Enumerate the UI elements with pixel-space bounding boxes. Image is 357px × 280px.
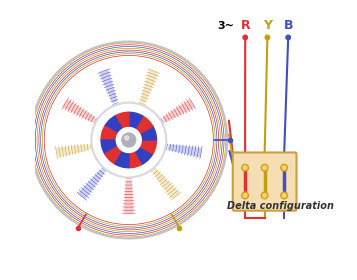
Circle shape	[100, 111, 158, 169]
Wedge shape	[57, 145, 89, 157]
Circle shape	[243, 166, 247, 170]
Wedge shape	[129, 140, 153, 164]
Text: R: R	[241, 19, 251, 32]
Wedge shape	[115, 112, 129, 140]
Circle shape	[282, 193, 286, 197]
Circle shape	[261, 164, 268, 171]
Wedge shape	[100, 71, 117, 102]
Circle shape	[91, 102, 166, 178]
Circle shape	[281, 192, 287, 199]
Wedge shape	[101, 126, 129, 140]
Wedge shape	[129, 126, 156, 140]
Circle shape	[265, 35, 270, 40]
Wedge shape	[125, 181, 133, 213]
Text: Delta configuration: Delta configuration	[227, 201, 334, 211]
Wedge shape	[129, 116, 153, 140]
Text: 3~: 3~	[217, 21, 235, 31]
Wedge shape	[129, 112, 143, 140]
Circle shape	[125, 136, 129, 140]
Text: B: B	[284, 19, 293, 32]
Wedge shape	[129, 140, 143, 168]
Circle shape	[52, 64, 205, 216]
Circle shape	[242, 192, 248, 199]
Circle shape	[122, 133, 136, 147]
Wedge shape	[64, 100, 95, 122]
Wedge shape	[163, 100, 193, 122]
Wedge shape	[169, 145, 201, 157]
Circle shape	[286, 35, 290, 40]
Circle shape	[263, 166, 267, 170]
Wedge shape	[79, 170, 104, 198]
Circle shape	[261, 192, 268, 199]
Circle shape	[243, 193, 247, 197]
Wedge shape	[101, 140, 129, 154]
Text: Y: Y	[263, 19, 272, 32]
Circle shape	[263, 193, 267, 197]
Circle shape	[242, 164, 248, 171]
Wedge shape	[105, 116, 129, 140]
FancyBboxPatch shape	[233, 153, 297, 211]
Circle shape	[282, 166, 286, 170]
Wedge shape	[153, 170, 178, 198]
Circle shape	[243, 35, 247, 40]
Circle shape	[116, 127, 141, 153]
Wedge shape	[141, 71, 157, 102]
Wedge shape	[105, 140, 129, 164]
Wedge shape	[115, 140, 129, 168]
Wedge shape	[129, 140, 156, 154]
Circle shape	[281, 164, 287, 171]
